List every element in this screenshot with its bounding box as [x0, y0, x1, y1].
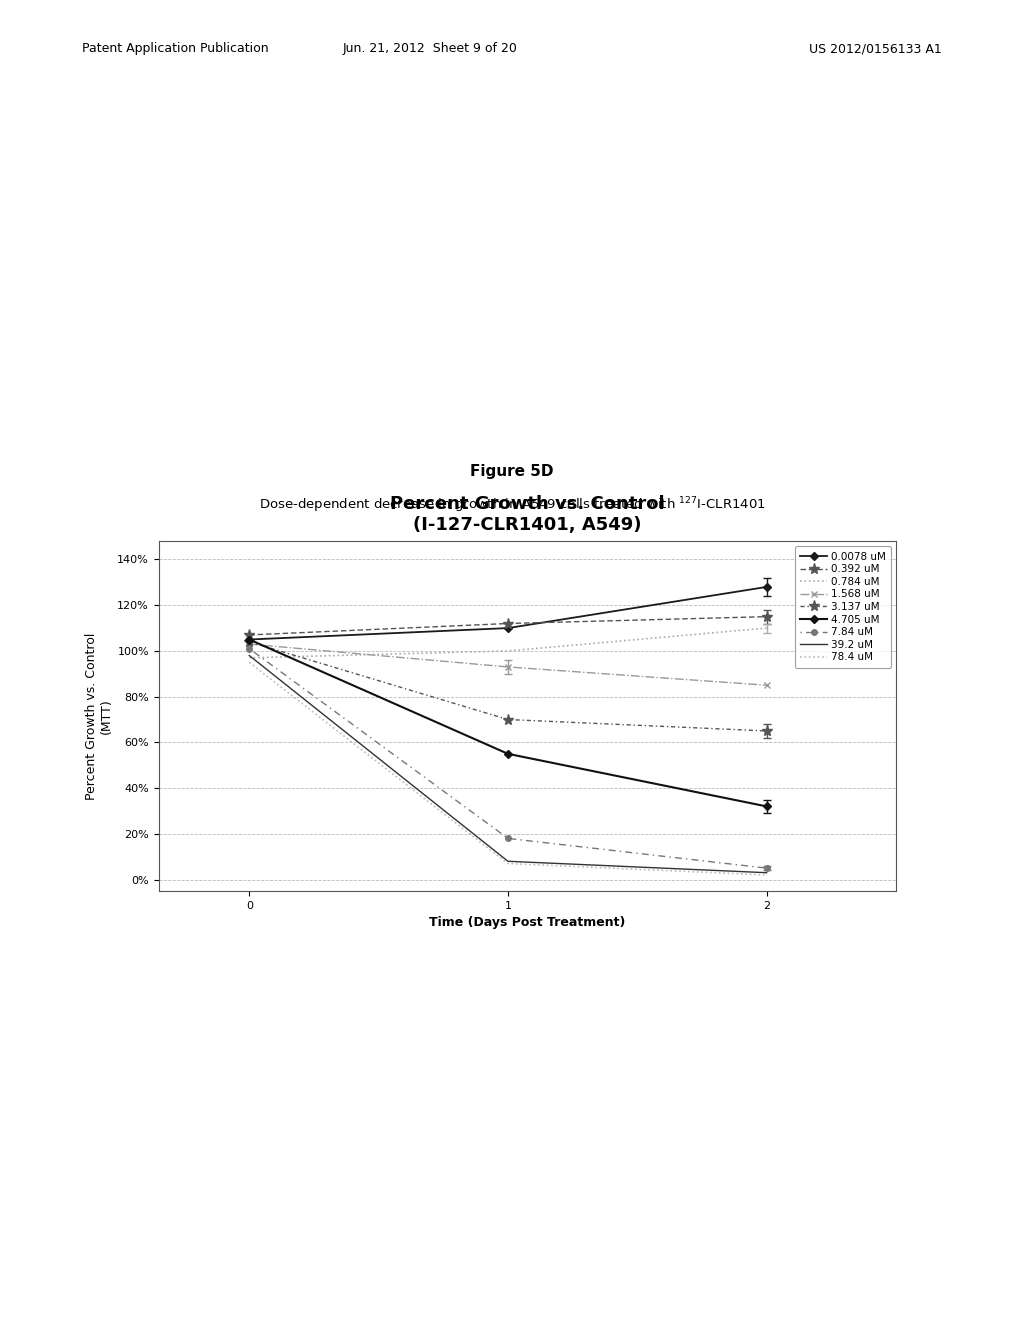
Text: US 2012/0156133 A1: US 2012/0156133 A1 — [809, 42, 942, 55]
0.784 uM — [502, 643, 514, 659]
0.392 uM — [502, 615, 514, 631]
Line: 7.84 uM: 7.84 uM — [247, 645, 769, 871]
3.137 uM — [502, 711, 514, 727]
Line: 0.0078 uM: 0.0078 uM — [247, 585, 769, 643]
Line: 0.392 uM: 0.392 uM — [244, 611, 772, 640]
7.84 uM — [761, 861, 773, 876]
0.784 uM — [243, 649, 255, 665]
Line: 0.784 uM: 0.784 uM — [249, 628, 767, 657]
Line: 78.4 uM: 78.4 uM — [249, 663, 767, 875]
7.84 uM — [502, 830, 514, 846]
0.0078 uM — [502, 620, 514, 636]
0.0078 uM — [243, 631, 255, 647]
0.392 uM — [243, 627, 255, 643]
Y-axis label: Percent Growth vs. Control
(MTT): Percent Growth vs. Control (MTT) — [85, 632, 113, 800]
39.2 uM — [243, 648, 255, 664]
Legend: 0.0078 uM, 0.392 uM, 0.784 uM, 1.568 uM, 3.137 uM, 4.705 uM, 7.84 uM, 39.2 uM, 7: 0.0078 uM, 0.392 uM, 0.784 uM, 1.568 uM,… — [796, 546, 891, 668]
4.705 uM — [761, 799, 773, 814]
Line: 39.2 uM: 39.2 uM — [249, 656, 767, 873]
0.784 uM — [761, 620, 773, 636]
Text: Patent Application Publication: Patent Application Publication — [82, 42, 268, 55]
X-axis label: Time (Days Post Treatment): Time (Days Post Treatment) — [429, 916, 626, 929]
Text: Dose-dependent decrease in growth in A549 cells treated with $^{127}$I-CLR1401: Dose-dependent decrease in growth in A54… — [258, 495, 766, 515]
Line: 3.137 uM: 3.137 uM — [244, 636, 772, 737]
Text: Jun. 21, 2012  Sheet 9 of 20: Jun. 21, 2012 Sheet 9 of 20 — [343, 42, 517, 55]
3.137 uM — [761, 723, 773, 739]
78.4 uM — [243, 655, 255, 671]
0.392 uM — [761, 609, 773, 624]
Text: Figure 5D: Figure 5D — [470, 465, 554, 479]
4.705 uM — [502, 746, 514, 762]
1.568 uM — [502, 659, 514, 675]
0.0078 uM — [761, 579, 773, 595]
1.568 uM — [243, 636, 255, 652]
39.2 uM — [761, 865, 773, 880]
78.4 uM — [761, 867, 773, 883]
1.568 uM — [761, 677, 773, 693]
4.705 uM — [243, 631, 255, 647]
7.84 uM — [243, 640, 255, 656]
Title: Percent Growth vs. Control
(I-127-CLR1401, A549): Percent Growth vs. Control (I-127-CLR140… — [390, 495, 665, 535]
Line: 4.705 uM: 4.705 uM — [247, 636, 769, 809]
39.2 uM — [502, 853, 514, 869]
Line: 1.568 uM: 1.568 uM — [246, 640, 770, 689]
3.137 uM — [243, 634, 255, 649]
78.4 uM — [502, 855, 514, 871]
